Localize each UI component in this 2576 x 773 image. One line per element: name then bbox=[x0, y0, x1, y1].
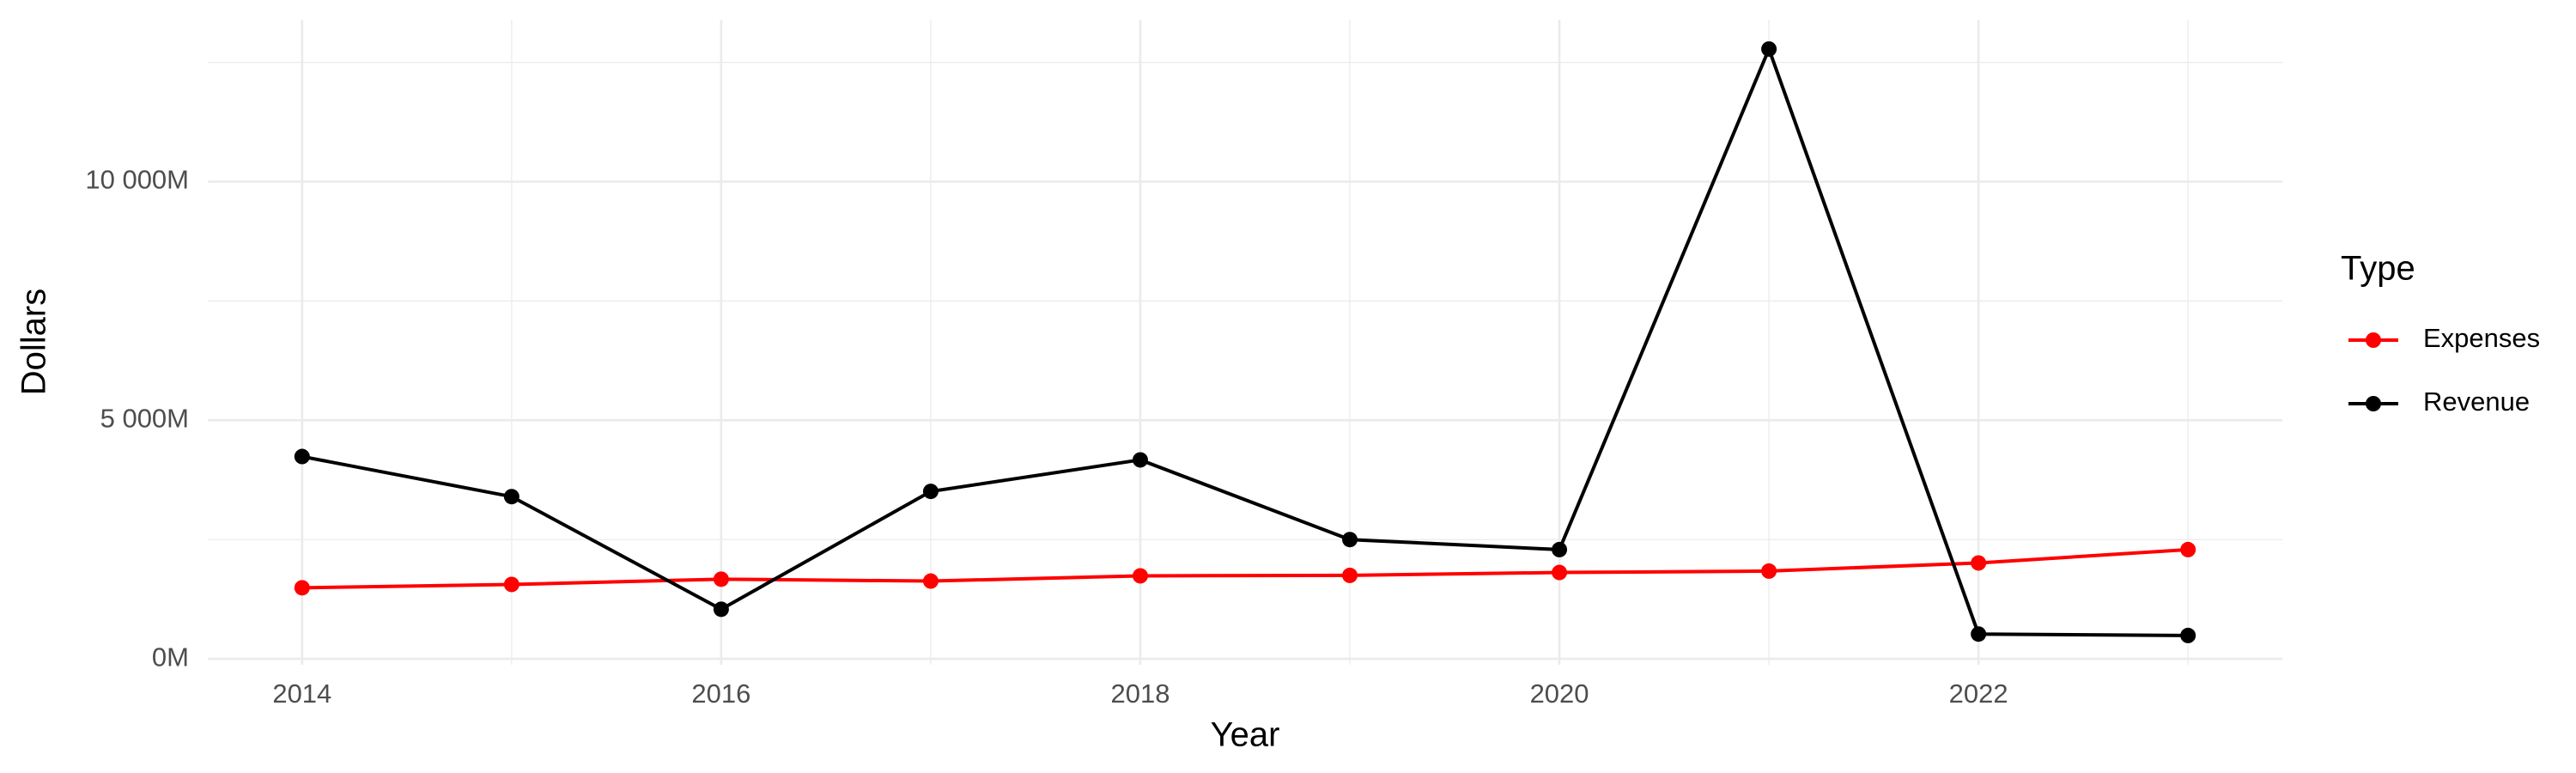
point bbox=[1971, 555, 1987, 571]
point bbox=[294, 448, 310, 465]
legend-key-point bbox=[2366, 396, 2381, 411]
point bbox=[713, 571, 729, 587]
x-tick-label: 2016 bbox=[691, 679, 750, 709]
point bbox=[1132, 452, 1148, 468]
x-axis-title: Year bbox=[1211, 716, 1280, 754]
x-tick-label: 2022 bbox=[1949, 679, 2008, 709]
point bbox=[2180, 541, 2196, 557]
point bbox=[294, 580, 310, 596]
x-tick-label: 2020 bbox=[1530, 679, 1589, 709]
point bbox=[503, 576, 519, 593]
y-tick-label: 5 000M bbox=[100, 404, 189, 434]
point bbox=[1132, 568, 1148, 584]
y-tick-label: 0M bbox=[152, 642, 189, 672]
legend-label: Expenses bbox=[2423, 323, 2540, 353]
point bbox=[1761, 41, 1777, 58]
point bbox=[1761, 563, 1777, 579]
point bbox=[1971, 626, 1987, 642]
series-line bbox=[301, 44, 2189, 637]
legend-key-point bbox=[2366, 332, 2381, 348]
x-tick-label: 2018 bbox=[1110, 679, 1170, 709]
point bbox=[1342, 532, 1358, 548]
y-tick-label: 10 000M bbox=[85, 165, 189, 195]
point bbox=[922, 573, 939, 589]
y-axis-title: Dollars bbox=[15, 289, 53, 395]
point bbox=[1342, 567, 1358, 583]
point bbox=[922, 484, 939, 500]
point bbox=[2180, 627, 2196, 643]
x-tick-label: 2014 bbox=[272, 679, 331, 709]
point bbox=[1552, 564, 1568, 581]
legend-title: Type bbox=[2341, 250, 2415, 288]
point bbox=[503, 489, 519, 505]
point bbox=[713, 601, 729, 618]
series-line bbox=[301, 547, 2189, 590]
point bbox=[1552, 541, 1568, 557]
legend-label: Revenue bbox=[2423, 386, 2530, 417]
